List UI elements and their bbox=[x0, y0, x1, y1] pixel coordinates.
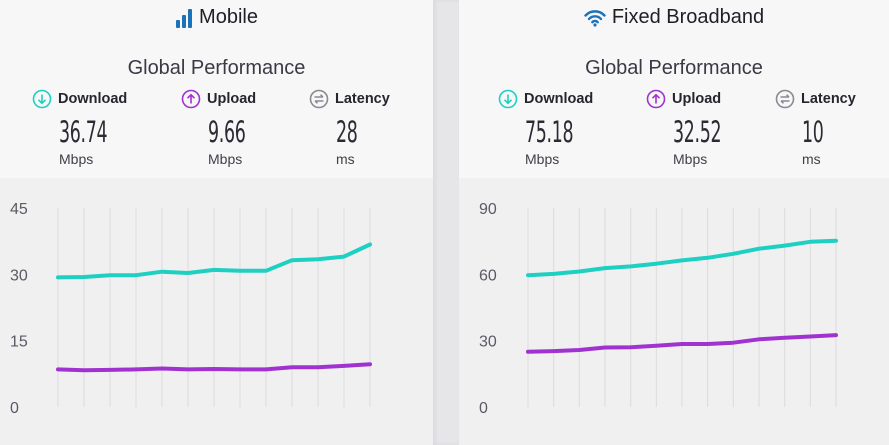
mobile-chart: 0 15 30 45 bbox=[0, 178, 433, 445]
download-arrow-icon bbox=[498, 89, 518, 109]
download-unit: Mbps bbox=[525, 151, 560, 167]
download-label: Download bbox=[524, 91, 594, 107]
y-tick-label: 30 bbox=[479, 334, 497, 351]
mobile-upload-metric: Upload 9.66 Mbps bbox=[181, 89, 311, 167]
download-value: 36.74 bbox=[59, 115, 108, 149]
latency-label: Latency bbox=[335, 91, 390, 107]
y-tick-label: 90 bbox=[479, 201, 497, 218]
mobile-header: Mobile Global Performance Download 36.74… bbox=[0, 0, 433, 178]
latency-unit: ms bbox=[336, 151, 355, 167]
fixed-header: Fixed Broadband Global Performance Downl… bbox=[459, 0, 889, 178]
upload-arrow-icon bbox=[181, 89, 201, 109]
y-tick-label: 45 bbox=[10, 201, 28, 218]
fixed-upload-metric: Upload 32.52 Mbps bbox=[646, 89, 776, 167]
mobile-title-text: Mobile bbox=[199, 6, 258, 28]
fixed-chart-svg: 0 30 60 90 bbox=[479, 201, 838, 417]
panel-divider bbox=[433, 0, 459, 445]
y-tick-label: 60 bbox=[479, 267, 497, 284]
upload-unit: Mbps bbox=[673, 151, 708, 167]
upload-label: Upload bbox=[672, 91, 722, 107]
fixed-title: Fixed Broadband bbox=[459, 6, 889, 29]
y-tick-label: 30 bbox=[10, 267, 28, 284]
mobile-subtitle: Global Performance bbox=[127, 57, 306, 79]
download-unit: Mbps bbox=[59, 151, 94, 167]
download-label: Download bbox=[58, 91, 128, 107]
y-tick-label: 15 bbox=[10, 334, 28, 351]
mobile-latency-metric: Latency 28 ms bbox=[309, 89, 439, 167]
latency-icon bbox=[775, 89, 795, 109]
upload-label: Upload bbox=[207, 91, 257, 107]
fixed-download-metric: Download 75.18 Mbps bbox=[498, 89, 628, 167]
mobile-chart-svg: 0 15 30 45 bbox=[10, 201, 372, 417]
latency-value: 28 bbox=[336, 115, 358, 149]
fixed-chart: 0 30 60 90 bbox=[459, 178, 889, 445]
upload-unit: Mbps bbox=[208, 151, 243, 167]
latency-value: 10 bbox=[802, 115, 824, 149]
mobile-title: Mobile bbox=[0, 6, 433, 29]
y-tick-label: 0 bbox=[479, 400, 488, 417]
mobile-panel: Mobile Global Performance Download 36.74… bbox=[0, 0, 433, 445]
fixed-title-text: Fixed Broadband bbox=[611, 6, 765, 28]
upload-value: 9.66 bbox=[208, 115, 246, 149]
upload-arrow-icon bbox=[646, 89, 666, 109]
y-tick-label: 0 bbox=[10, 400, 19, 417]
wifi-icon bbox=[584, 9, 606, 27]
fixed-subtitle: Global Performance bbox=[585, 57, 763, 79]
mobile-download-metric: Download 36.74 Mbps bbox=[32, 89, 162, 167]
download-value: 75.18 bbox=[525, 115, 574, 149]
latency-label: Latency bbox=[801, 91, 856, 107]
fixed-broadband-panel: Fixed Broadband Global Performance Downl… bbox=[459, 0, 889, 445]
download-arrow-icon bbox=[32, 89, 52, 109]
signal-bars-icon bbox=[176, 8, 193, 28]
upload-value: 32.52 bbox=[673, 115, 722, 149]
latency-icon bbox=[309, 89, 329, 109]
fixed-latency-metric: Latency 10 ms bbox=[775, 89, 889, 167]
latency-unit: ms bbox=[802, 151, 821, 167]
